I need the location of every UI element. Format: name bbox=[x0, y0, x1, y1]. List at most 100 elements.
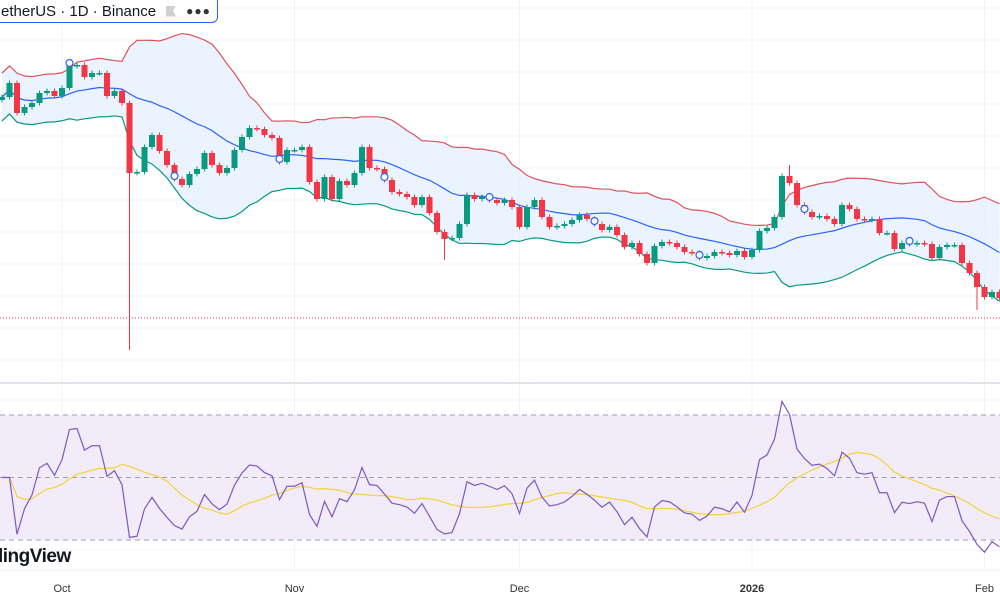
candle-body bbox=[516, 207, 523, 227]
candle-body bbox=[291, 150, 298, 152]
time-label: Dec bbox=[509, 583, 530, 595]
candle-body bbox=[914, 243, 920, 245]
candle-body bbox=[426, 197, 433, 213]
candle bbox=[141, 144, 148, 175]
candle bbox=[936, 244, 943, 261]
candle-body bbox=[584, 215, 590, 219]
candle bbox=[711, 249, 718, 259]
candle-body bbox=[306, 147, 313, 182]
candle bbox=[404, 191, 410, 200]
candle-body bbox=[651, 246, 658, 263]
candle-body bbox=[261, 129, 268, 135]
candle bbox=[749, 247, 755, 260]
candle-body bbox=[629, 243, 635, 247]
candle-body bbox=[539, 200, 545, 217]
candle bbox=[359, 144, 365, 176]
candle-body bbox=[224, 168, 230, 173]
candle-body bbox=[66, 66, 73, 88]
candle bbox=[456, 221, 463, 241]
candle bbox=[666, 239, 673, 246]
signal-marker bbox=[65, 58, 74, 68]
candle bbox=[119, 88, 125, 106]
candle bbox=[689, 249, 695, 256]
candle bbox=[516, 204, 523, 230]
candle bbox=[126, 100, 133, 350]
candle-body bbox=[726, 253, 733, 255]
bollinger-basis-line bbox=[1, 86, 1000, 254]
rsi-line bbox=[2, 399, 1000, 554]
candle bbox=[989, 289, 995, 300]
candle-body bbox=[74, 65, 80, 67]
candle bbox=[156, 132, 163, 154]
candle-body bbox=[351, 173, 358, 185]
candle-body bbox=[644, 254, 650, 263]
candle bbox=[786, 165, 793, 186]
candle-body bbox=[29, 103, 35, 107]
symbol-legend[interactable]: etherUS · 1D · Binance ●●● bbox=[0, 0, 218, 23]
candle bbox=[36, 90, 43, 106]
candle-body bbox=[336, 181, 343, 199]
candle bbox=[209, 150, 215, 168]
candle bbox=[224, 165, 230, 176]
bollinger-upper-line bbox=[1, 32, 1000, 227]
candle-body bbox=[59, 88, 65, 96]
candle-body bbox=[134, 172, 140, 174]
candle-body bbox=[831, 219, 838, 224]
flag-icon[interactable] bbox=[166, 5, 177, 17]
candle-body bbox=[104, 73, 110, 96]
candle bbox=[284, 147, 290, 165]
candle bbox=[681, 244, 688, 255]
candle-body bbox=[464, 195, 470, 224]
candle bbox=[366, 144, 373, 171]
candle-body bbox=[501, 200, 508, 203]
candle-body bbox=[314, 182, 320, 199]
candle bbox=[134, 169, 140, 176]
candle bbox=[809, 209, 815, 220]
candle-body bbox=[816, 216, 823, 218]
candle-body bbox=[411, 197, 418, 205]
candle-body bbox=[81, 65, 88, 77]
candle bbox=[441, 229, 448, 260]
candle-body bbox=[749, 250, 755, 257]
candle-body bbox=[194, 169, 200, 174]
candle-body bbox=[246, 128, 253, 137]
signal-marker bbox=[485, 192, 494, 202]
candle bbox=[884, 230, 890, 236]
candle-body bbox=[779, 176, 785, 217]
candle-body bbox=[719, 252, 725, 254]
candle-body bbox=[119, 91, 125, 103]
candle-body bbox=[179, 179, 185, 185]
candle-body bbox=[254, 128, 260, 130]
candle-body bbox=[659, 242, 665, 246]
symbol-title: etherUS · 1D · Binance bbox=[1, 2, 157, 20]
markers bbox=[65, 58, 914, 260]
candle bbox=[291, 147, 298, 153]
more-dots-icon[interactable]: ●●● bbox=[186, 4, 211, 18]
candle-body bbox=[936, 247, 943, 258]
candle bbox=[501, 197, 508, 206]
candle-body bbox=[141, 147, 148, 172]
candle-body bbox=[434, 213, 440, 232]
candle-body bbox=[21, 107, 28, 113]
candle-body bbox=[786, 176, 793, 183]
candle bbox=[981, 284, 988, 300]
candle bbox=[584, 212, 590, 222]
candle-body bbox=[734, 251, 740, 255]
candle bbox=[464, 192, 470, 227]
candle bbox=[569, 217, 575, 227]
candle bbox=[779, 173, 785, 220]
candle bbox=[149, 132, 155, 150]
candle bbox=[764, 225, 770, 234]
candle-body bbox=[554, 226, 560, 228]
signal-marker bbox=[800, 204, 809, 214]
candle bbox=[104, 70, 110, 99]
candle bbox=[306, 144, 313, 185]
candle bbox=[216, 162, 223, 176]
candle bbox=[419, 194, 425, 208]
candle-body bbox=[899, 243, 905, 249]
candle bbox=[929, 241, 935, 261]
candle-body bbox=[321, 177, 328, 199]
candle-body bbox=[764, 228, 770, 231]
candle-body bbox=[404, 194, 410, 197]
